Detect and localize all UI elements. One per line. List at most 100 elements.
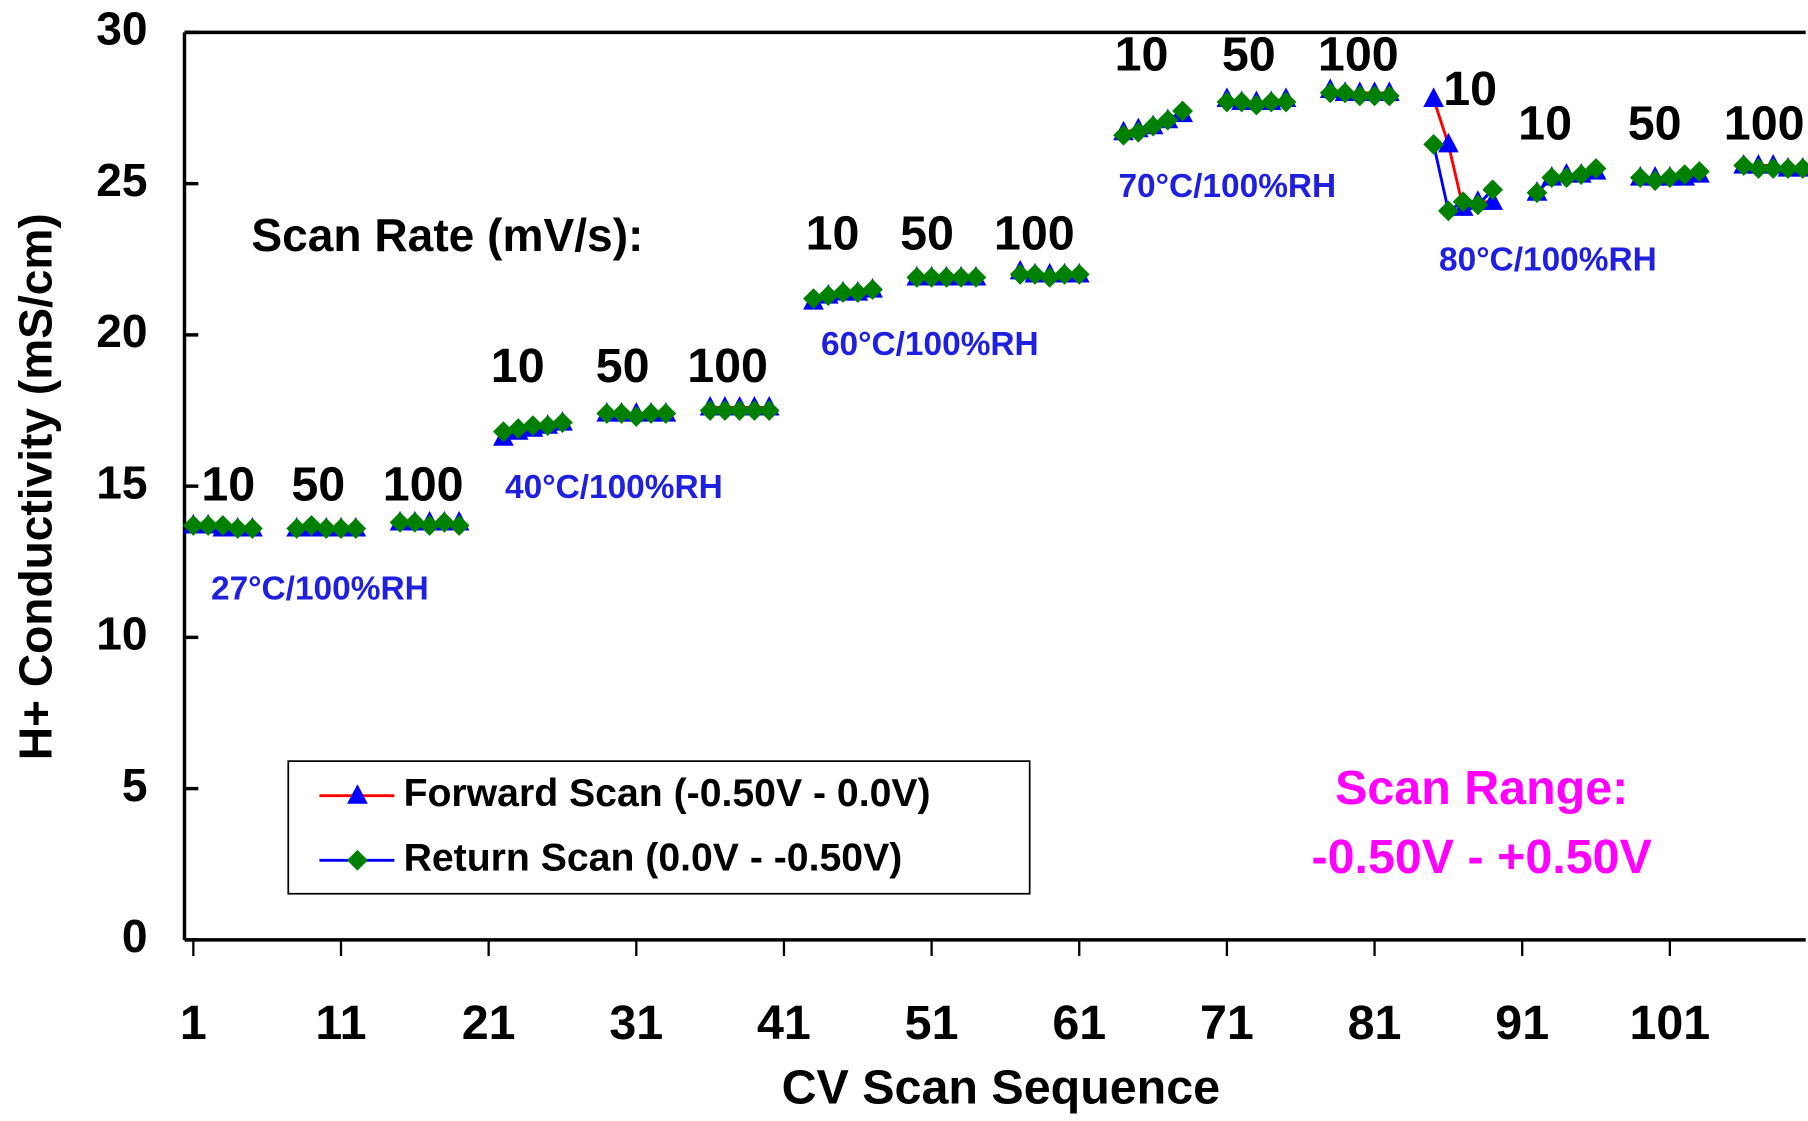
- diamond-marker: [1482, 179, 1504, 201]
- scan-rate-label: 10: [1115, 28, 1169, 82]
- diamond-marker: [1762, 158, 1784, 179]
- x-tick-label: 11: [315, 996, 366, 1050]
- y-tick-label: 5: [122, 759, 148, 811]
- y-tick-label: 15: [96, 456, 147, 508]
- diamond-marker: [1068, 264, 1090, 285]
- y-tick-label: 20: [96, 305, 147, 357]
- diamond-marker: [448, 515, 470, 536]
- diamond-marker: [1054, 264, 1075, 285]
- diamond-marker: [389, 512, 411, 533]
- diamond-marker: [1364, 85, 1385, 107]
- condition-label: 80°C/100%RH: [1439, 242, 1657, 279]
- scan-rate-label: 100: [687, 339, 768, 393]
- scan-rate-label: 10: [491, 339, 545, 393]
- diamond-marker: [1423, 133, 1444, 155]
- diamond-marker: [419, 515, 440, 536]
- x-tick-label: 81: [1348, 996, 1402, 1050]
- diamond-marker: [729, 400, 751, 421]
- diamond-marker: [1024, 264, 1046, 285]
- diamond-marker: [1792, 158, 1808, 179]
- diamond-marker: [596, 403, 618, 424]
- y-axis-label: H+ Conductivity (mS/cm): [9, 213, 61, 760]
- diamond-marker: [1777, 158, 1799, 179]
- diamond-marker: [1644, 170, 1666, 191]
- diamond-marker: [1526, 182, 1548, 204]
- diamond-marker: [950, 267, 972, 288]
- y-tick-label: 25: [96, 154, 147, 206]
- diamond-marker: [1674, 164, 1695, 185]
- triangle-marker: [1438, 132, 1459, 153]
- diamond-marker: [655, 403, 677, 424]
- diamond-marker: [965, 267, 987, 288]
- scan-rate-title: Scan Rate (mV/s):: [251, 209, 643, 261]
- diamond-marker: [1319, 82, 1341, 104]
- y-tick-label: 0: [122, 910, 148, 962]
- diamond-marker: [1231, 91, 1253, 113]
- diamond-marker: [1142, 115, 1164, 137]
- x-tick-label: 101: [1629, 996, 1710, 1050]
- diamond-marker: [1246, 94, 1267, 116]
- diamond-marker: [522, 415, 544, 437]
- legend-label: Forward Scan (-0.50V - 0.0V): [404, 772, 931, 815]
- diamond-marker: [301, 515, 322, 536]
- scan-rate-label: 10: [806, 206, 860, 260]
- diamond-marker: [212, 515, 234, 536]
- diamond-marker: [197, 515, 219, 536]
- diamond-marker: [1113, 124, 1134, 146]
- diamond-marker: [625, 406, 647, 427]
- x-tick-label: 31: [609, 996, 663, 1050]
- diamond-marker: [1733, 155, 1755, 176]
- diamond-marker: [699, 400, 721, 421]
- x-tick-label: 41: [757, 996, 811, 1050]
- diamond-marker: [817, 285, 839, 306]
- x-tick-label: 21: [462, 996, 516, 1050]
- diamond-marker: [286, 518, 308, 539]
- y-tick-label: 10: [96, 608, 147, 660]
- diamond-marker: [935, 267, 957, 288]
- diamond-marker: [552, 412, 573, 433]
- scan-rate-label: 10: [201, 458, 255, 512]
- diamond-marker: [1260, 91, 1282, 113]
- diamond-marker: [758, 400, 780, 421]
- diamond-marker: [493, 421, 514, 443]
- diamond-marker: [1216, 91, 1238, 113]
- y-tick-label: 30: [96, 3, 147, 55]
- scan-range: -0.50V - +0.50V: [1311, 830, 1651, 884]
- condition-label: 70°C/100%RH: [1118, 168, 1336, 205]
- scan-rate-label: 10: [1443, 62, 1497, 116]
- x-tick-label: 61: [1052, 996, 1106, 1050]
- x-tick-label: 91: [1495, 996, 1549, 1050]
- scan-rate-label: 50: [1222, 28, 1276, 82]
- scan-rate-label: 50: [900, 206, 954, 260]
- diamond-marker: [803, 288, 824, 309]
- diamond-marker: [1452, 191, 1474, 213]
- diamond-marker: [404, 512, 426, 533]
- diamond-marker: [315, 518, 337, 539]
- diamond-marker: [714, 400, 736, 421]
- diamond-marker: [862, 279, 883, 300]
- diamond-marker: [1570, 164, 1592, 185]
- diamond-marker: [1378, 85, 1400, 107]
- diamond-marker: [1275, 91, 1297, 113]
- scan-rate-label: 100: [1724, 97, 1805, 151]
- diamond-marker: [1039, 267, 1061, 288]
- condition-label: 60°C/100%RH: [821, 326, 1039, 363]
- diamond-marker: [921, 267, 942, 288]
- diamond-marker: [330, 518, 352, 539]
- diamond-marker: [1009, 264, 1031, 285]
- diamond-marker: [242, 518, 263, 539]
- diamond-marker: [433, 512, 455, 533]
- diamond-marker: [227, 518, 249, 539]
- diamond-marker: [182, 515, 204, 536]
- scan-rate-label: 100: [1318, 28, 1399, 82]
- scan-rate-label: 100: [383, 458, 464, 512]
- legend-label: Return Scan (0.0V - -0.50V): [404, 837, 903, 880]
- triangle-marker: [1423, 87, 1444, 108]
- diamond-marker: [906, 267, 928, 288]
- scan-range-title: Scan Range:: [1335, 761, 1628, 815]
- scan-rate-label: 50: [291, 458, 345, 512]
- diamond-marker: [1467, 194, 1489, 216]
- x-axis-label: CV Scan Sequence: [782, 1061, 1221, 1115]
- legend-box: [287, 760, 1031, 895]
